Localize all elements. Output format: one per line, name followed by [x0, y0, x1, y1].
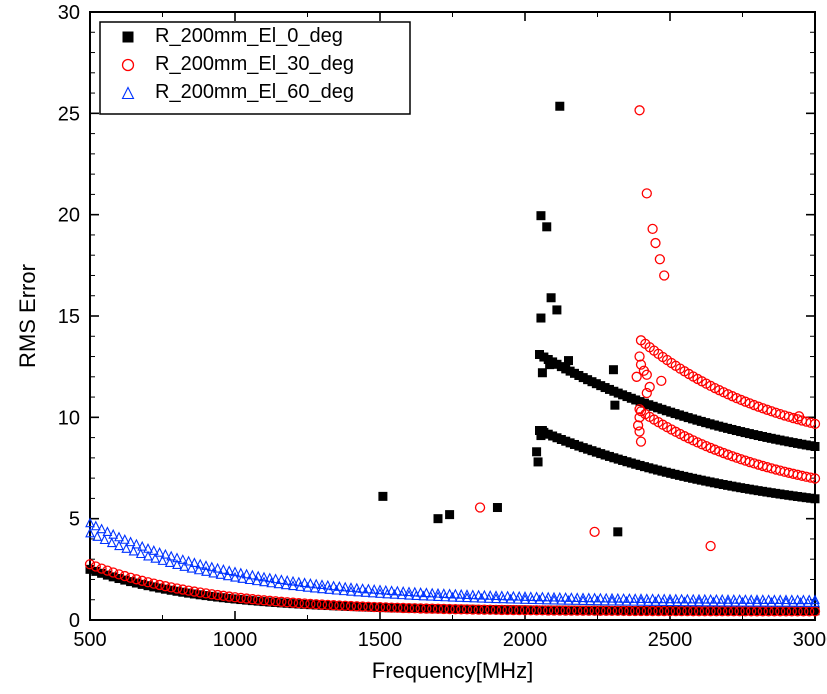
x-tick-label: 3000 — [793, 629, 827, 651]
y-tick-label: 0 — [69, 610, 80, 632]
x-tick-label: 1000 — [213, 629, 258, 651]
legend-label: R_200mm_El_30_deg — [155, 53, 354, 75]
y-tick-label: 30 — [58, 2, 80, 24]
legend-label: R_200mm_El_60_deg — [155, 81, 354, 103]
chart-svg: 500 1000 1500 2000 2500 3000 0 5 10 15 20 25 30 Frequ… — [0, 0, 827, 694]
y-tick-label: 15 — [58, 306, 80, 328]
y-tick-label: 10 — [58, 407, 80, 429]
x-tick-label: 2000 — [503, 629, 548, 651]
x-tick-label: 2500 — [648, 629, 693, 651]
y-axis-label: RMS Error — [15, 264, 40, 368]
rms-error-chart: 500 1000 1500 2000 2500 3000 0 5 10 15 20 25 30 Frequ… — [0, 0, 827, 694]
x-tick-label: 500 — [73, 629, 106, 651]
y-tick-label: 20 — [58, 205, 80, 227]
legend-label: R_200mm_El_0_deg — [155, 25, 343, 47]
x-tick-label: 1500 — [358, 629, 403, 651]
y-tick-label: 5 — [69, 509, 80, 531]
x-axis-label: Frequency[MHz] — [372, 658, 533, 683]
y-tick-label: 25 — [58, 103, 80, 125]
